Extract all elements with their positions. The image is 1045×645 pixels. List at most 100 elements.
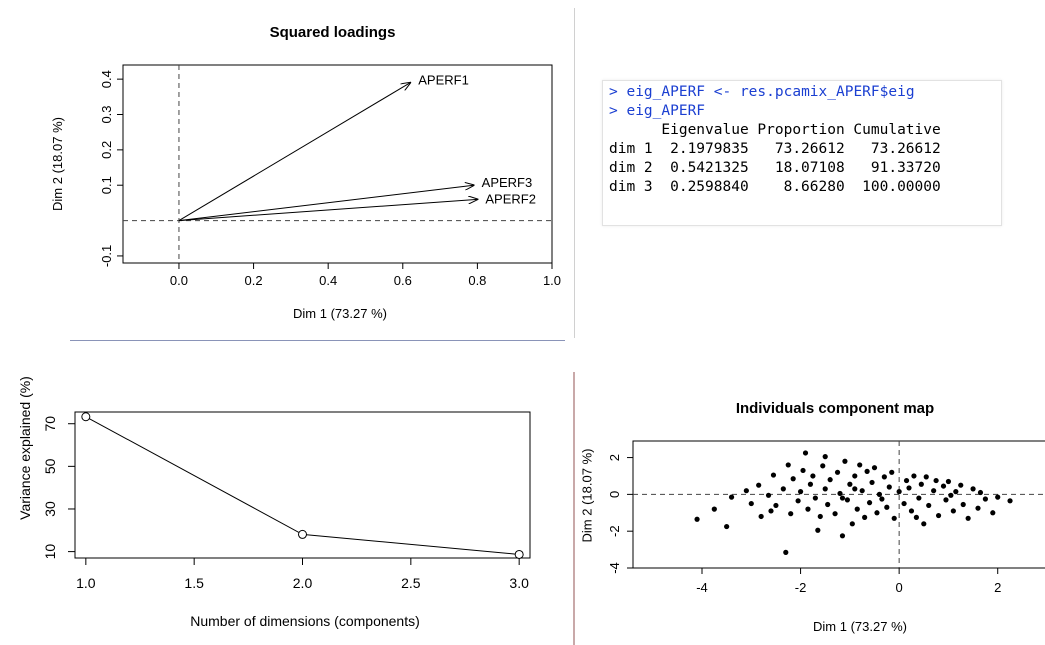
individual-point xyxy=(855,507,860,512)
x-tick-label: 0.6 xyxy=(394,273,412,288)
individual-point xyxy=(904,478,909,483)
individual-point xyxy=(961,502,966,507)
loadings-xlabel: Dim 1 (73.27 %) xyxy=(255,306,425,321)
x-tick-label: 0.4 xyxy=(319,273,337,288)
y-tick-label: -0.1 xyxy=(99,245,114,267)
individual-point xyxy=(966,516,971,521)
loading-arrow xyxy=(179,83,410,221)
individual-point xyxy=(911,473,916,478)
individual-point xyxy=(837,491,842,496)
scree-panel: 1.0 1.5 2.0 2.5 3.0 10 30 50 70 Number of dimens… xyxy=(0,370,545,645)
individual-point xyxy=(884,505,889,510)
individual-point xyxy=(1007,498,1012,503)
individual-point xyxy=(850,521,855,526)
individual-point xyxy=(978,490,983,495)
individual-point xyxy=(948,493,953,498)
individual-point xyxy=(879,496,884,501)
variance-point xyxy=(515,550,523,558)
individual-point xyxy=(921,521,926,526)
x-tick-label: 0.2 xyxy=(245,273,263,288)
individual-point xyxy=(882,474,887,479)
y-tick-label: 10 xyxy=(42,544,58,560)
y-tick-label: -2 xyxy=(607,525,622,537)
console-table-row: dim 2 0.5421325 18.07108 91.33720 xyxy=(609,159,995,178)
individual-point xyxy=(990,510,995,515)
y-tick-label: 50 xyxy=(42,458,58,474)
individual-point xyxy=(919,482,924,487)
y-tick-label: -4 xyxy=(607,562,622,574)
individual-point xyxy=(946,479,951,484)
console-table-row: dim 1 2.1979835 73.26612 73.26612 xyxy=(609,140,995,159)
individuals-chart: -4 -2 0 2 -4 -2 0 2 xyxy=(575,372,1045,645)
individual-point xyxy=(759,514,764,519)
individual-point xyxy=(906,485,911,490)
individual-point xyxy=(975,506,980,511)
loading-arrow-label: APERF2 xyxy=(485,191,536,206)
individual-point xyxy=(825,502,830,507)
individual-point xyxy=(845,497,850,502)
y-tick-label: 0.2 xyxy=(99,141,114,159)
console-line: > eig_APERF xyxy=(609,102,995,121)
individual-point xyxy=(852,486,857,491)
x-tick-label: -2 xyxy=(795,580,807,595)
y-tick-label: 2 xyxy=(607,454,622,461)
individual-point xyxy=(914,515,919,520)
individual-point xyxy=(783,550,788,555)
individual-point xyxy=(805,507,810,512)
individual-point xyxy=(818,514,823,519)
plot-frame xyxy=(633,441,1045,568)
y-tick-label: 0.4 xyxy=(99,70,114,88)
individual-point xyxy=(931,488,936,493)
x-tick-label: 1.0 xyxy=(76,575,96,591)
individual-point xyxy=(786,462,791,467)
individual-point xyxy=(869,480,874,485)
individual-point xyxy=(970,486,975,491)
plot-frame xyxy=(123,65,552,263)
y-axis-label: Dim 2 (18.07 %) xyxy=(50,117,65,211)
y-tick-label: 0.1 xyxy=(99,176,114,194)
individual-point xyxy=(847,482,852,487)
individual-point xyxy=(823,454,828,459)
individual-point xyxy=(832,511,837,516)
individual-point xyxy=(941,483,946,488)
panel-divider xyxy=(70,340,565,341)
individual-point xyxy=(749,501,754,506)
individual-point xyxy=(773,503,778,508)
r-console-output: > eig_APERF <- res.pcamix_APERF$eig > ei… xyxy=(602,80,1002,226)
individual-point xyxy=(724,524,729,529)
individual-point xyxy=(860,488,865,493)
individual-point xyxy=(958,483,963,488)
individual-point xyxy=(744,488,749,493)
individual-point xyxy=(810,473,815,478)
loading-arrow-label: APERF1 xyxy=(418,73,469,88)
x-tick-label: 0.0 xyxy=(170,273,188,288)
individual-point xyxy=(877,492,882,497)
individual-point xyxy=(867,500,872,505)
individual-point xyxy=(791,476,796,481)
individual-point xyxy=(862,515,867,520)
individual-point xyxy=(852,473,857,478)
individual-point xyxy=(951,508,956,513)
loadings-panel: Squared loadings 0.0 0.2 0.4 0.6 0.8 1.0 -0.1 0… xyxy=(0,0,575,345)
individual-point xyxy=(798,489,803,494)
individual-point xyxy=(983,496,988,501)
scree-ylabel: Variance explained (%) xyxy=(17,353,33,543)
individual-point xyxy=(909,508,914,513)
panel-divider xyxy=(574,8,575,338)
scree-chart: 1.0 1.5 2.0 2.5 3.010305070 xyxy=(0,370,545,645)
y-tick-label: 70 xyxy=(42,416,58,432)
loadings-chart: 0.0 0.2 0.4 0.6 0.8 1.0 -0.1 0.1 0.2 0.3 0.4 Dim 2 … xyxy=(0,0,575,345)
variance-point xyxy=(299,530,307,538)
individuals-xlabel: Dim 1 (73.27 %) xyxy=(785,619,935,634)
individual-point xyxy=(800,468,805,473)
individual-point xyxy=(936,513,941,518)
individual-point xyxy=(803,450,808,455)
individual-point xyxy=(865,469,870,474)
individual-point xyxy=(813,495,818,500)
x-tick-label: 2 xyxy=(994,580,1001,595)
x-tick-label: 0 xyxy=(896,580,903,595)
scree-xlabel: Number of dimensions (components) xyxy=(140,613,470,629)
individual-point xyxy=(840,533,845,538)
individual-point xyxy=(842,459,847,464)
individual-point xyxy=(995,495,1000,500)
